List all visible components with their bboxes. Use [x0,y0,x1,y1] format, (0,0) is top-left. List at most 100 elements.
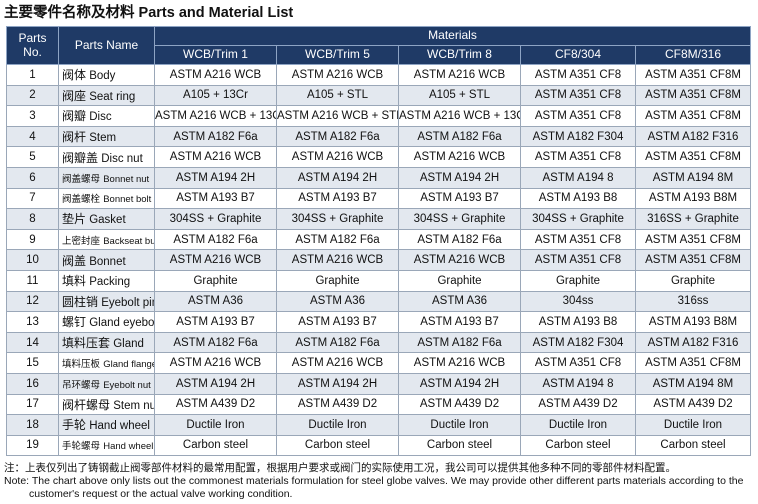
table-row: 5 阀瓣盖 Disc nut ASTM A216 WCB ASTM A216 WCB A… [6,146,751,168]
part-name-cell: 阀瓣 Disc [58,105,155,127]
table-row: 4 阀杆 Stem ASTM A182 F6a ASTM A182 F6a ASTM A… [6,125,751,148]
material-cell: ASTM A36 [398,290,521,313]
table-row: 7 阀盖螺栓 Bonnet bolt ASTM A193 B7 ASTM A193 B… [6,187,751,210]
part-name-en: Eyebolt nut [103,379,151,391]
material-cell: ASTM A182 F6a [398,125,521,148]
material-cell: ASTM A216 WCB [154,64,277,86]
material-cell: Ductile Iron [154,414,277,436]
table-row: 11 填料 Packing Graphite Graphite Graphite Grap… [6,269,751,292]
material-cell: ASTM A216 WCB [398,146,521,168]
material-cell: ASTM A194 2H [276,166,399,189]
part-no-cell: 16 [6,372,59,395]
part-no-cell: 15 [6,352,59,374]
part-name-cn: 阀盖螺母 [62,173,101,185]
material-cell: ASTM A216 WCB [276,352,399,374]
part-name-en: Backseat bushing [103,235,153,247]
material-cell: ASTM A193 B7 [154,187,277,210]
part-name-cn: 阀杆螺母 [62,397,111,412]
material-cell: Ductile Iron [276,414,399,436]
material-cell: Ductile Iron [635,414,751,436]
part-name-en: Bonnet nut [103,173,150,185]
material-cell: 304ss [520,290,636,313]
material-cell: Graphite [398,269,521,292]
material-cell: ASTM A216 WCB [276,146,399,168]
table-row: 18 手轮 Hand wheel Ductile Iron Ductile Iron D… [6,414,751,436]
part-name-cell: 阀盖 Bonnet [58,249,155,271]
part-no-cell: 5 [6,146,59,168]
material-cell: ASTM A182 F304 [520,125,636,148]
material-cell: 304SS + Graphite [398,208,521,230]
part-name-en: Stem nut [113,399,153,412]
table-row: 14 填料压套 Gland ASTM A182 F6a ASTM A182 F6a AS… [6,331,751,354]
part-name-en: Gasket [89,214,126,227]
header-material-col-5: CF8M/316 [635,45,751,65]
part-name-cell: 阀瓣盖 Disc nut [58,146,155,168]
table-row: 3 阀瓣 Disc ASTM A216 WCB + 13Cr ASTM A216 WC… [6,105,751,127]
footnote-en-line1: Note: The chart above only lists out the… [4,475,744,487]
material-cell: ASTM A351 CF8 [520,249,636,271]
material-cell: ASTM A351 CF8 [520,84,636,107]
material-cell: 304SS + Graphite [520,208,636,230]
part-no-cell: 6 [6,166,59,189]
material-cell: ASTM A216 WCB + 13Cr [398,105,521,127]
material-cell: A105 + STL [276,84,399,107]
material-cell: ASTM A351 CF8M [635,84,751,107]
part-name-cell: 手轮螺母 Hand wheel nut [58,434,155,457]
table-row: 6 阀盖螺母 Bonnet nut ASTM A194 2H ASTM A194 2H… [6,166,751,189]
table-row: 13 螺钉 Gland eyebolt ASTM A193 B7 ASTM A193 … [6,311,751,333]
material-cell: ASTM A193 B8M [635,187,751,210]
material-cell: ASTM A351 CF8M [635,228,751,251]
material-cell: ASTM A193 B7 [398,311,521,333]
part-name-en: Disc nut [101,152,143,165]
table-row: 16 吊环螺母 Eyebolt nut ASTM A194 2H ASTM A194 … [6,372,751,395]
part-no-cell: 19 [6,434,59,457]
part-name-cell: 阀座 Seat ring [58,84,155,107]
part-name-en: Gland [113,338,144,351]
part-name-cn: 上密封座 [62,235,101,247]
part-name-cell: 上密封座 Backseat bushing [58,228,155,251]
material-cell: ASTM A351 CF8M [635,105,751,127]
footnote: 注：上表仅列出了铸钢截止阀零部件材料的最常用配置，根据用户要求或阀门的实际使用工… [4,462,754,501]
part-no-cell: 17 [6,393,59,416]
material-cell: ASTM A216 WCB [398,64,521,86]
material-cell: 304SS + Graphite [276,208,399,230]
part-name-cn: 阀体 [62,68,87,83]
material-cell: 316ss [635,290,751,313]
material-cell: ASTM A194 8 [520,166,636,189]
material-cell: A105 + 13Cr [154,84,277,107]
part-name-cell: 手轮 Hand wheel [58,414,155,436]
material-cell: Carbon steel [154,434,277,457]
material-cell: ASTM A216 WCB [154,146,277,168]
material-cell: ASTM A351 CF8M [635,352,751,374]
part-name-en: Disc [89,111,112,124]
material-cell: ASTM A194 8 [520,372,636,395]
part-name-cell: 阀盖螺栓 Bonnet bolt [58,187,155,210]
part-name-en: Eyebolt pin [101,296,155,309]
part-no-cell: 11 [6,269,59,292]
part-name-cell: 阀杆 Stem [58,125,155,148]
footnote-cn: 注：上表仅列出了铸钢截止阀零部件材料的最常用配置，根据用户要求或阀门的实际使用工… [4,462,676,474]
part-name-cell: 螺钉 Gland eyebolt [58,311,155,333]
part-name-cell: 阀盖螺母 Bonnet nut [58,166,155,189]
material-cell: ASTM A193 B7 [276,187,399,210]
material-cell: ASTM A194 2H [154,372,277,395]
material-cell: Graphite [154,269,277,292]
table-row: 12 圆柱销 Eyebolt pin ASTM A36 ASTM A36 ASTM A3… [6,290,751,313]
part-name-cell: 填料 Packing [58,269,155,292]
material-cell: ASTM A351 CF8 [520,352,636,374]
material-cell: ASTM A194 2H [154,166,277,189]
part-no-cell: 3 [6,105,59,127]
table-row: 15 填料压板 Gland flange ASTM A216 WCB ASTM A21… [6,352,751,374]
material-cell: Carbon steel [398,434,521,457]
footnote-en-line2: customer's request or the actual valve w… [29,488,293,500]
part-name-en: Gland eyebolt [89,317,155,330]
material-cell: ASTM A216 WCB [276,249,399,271]
material-cell: ASTM A182 F6a [276,331,399,354]
table-row: 10 阀盖 Bonnet ASTM A216 WCB ASTM A216 WCB AST… [6,249,751,271]
part-name-en: Seat ring [89,90,136,103]
material-cell: ASTM A216 WCB [154,352,277,374]
material-cell: ASTM A351 CF8 [520,64,636,86]
material-cell: Graphite [635,269,751,292]
